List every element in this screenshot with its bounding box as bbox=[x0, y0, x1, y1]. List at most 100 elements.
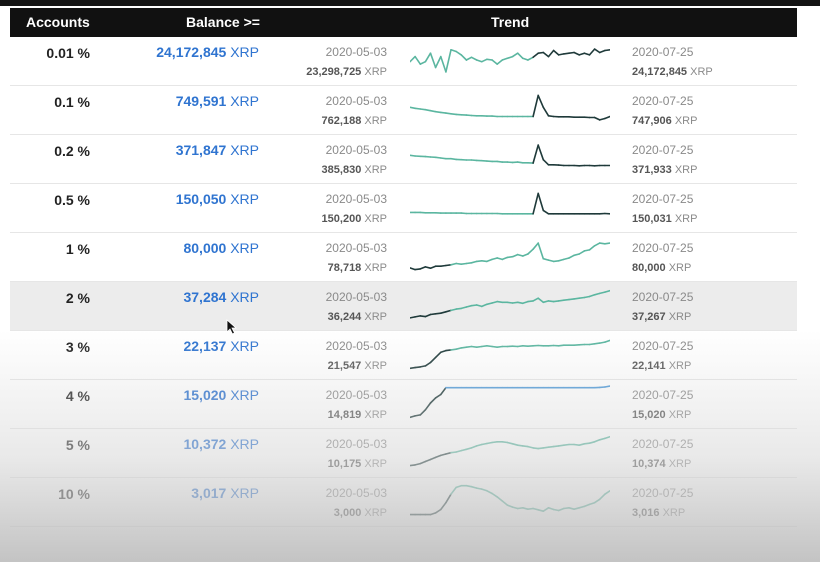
table-row[interactable]: 5 % 10,372 XRP 2020-05-03 10,175 XRP 202… bbox=[10, 429, 797, 478]
balance-unit: XRP bbox=[230, 436, 259, 452]
start-date: 2020-05-03 bbox=[325, 45, 387, 59]
trend-line-segment bbox=[568, 254, 575, 259]
balance-link[interactable]: 24,172,845 XRP bbox=[156, 44, 259, 60]
end-value-unit: XRP bbox=[674, 164, 698, 176]
balance-link[interactable]: 37,284 XRP bbox=[183, 289, 259, 305]
start-date: 2020-05-03 bbox=[325, 94, 387, 108]
trend-line-segment bbox=[434, 508, 442, 514]
table-row[interactable]: 0.01 % 24,172,845 XRP 2020-05-03 23,298,… bbox=[10, 37, 797, 86]
trend-line-segment bbox=[593, 48, 601, 54]
trend-line-segment bbox=[578, 443, 586, 446]
start-value-unit: XRP bbox=[364, 164, 387, 176]
trend-line-segment bbox=[547, 49, 555, 58]
start-value-number: 21,547 bbox=[327, 360, 362, 372]
trend-line-segment bbox=[486, 258, 493, 263]
trend-line-segment bbox=[419, 108, 427, 111]
trend-line-segment bbox=[439, 386, 447, 396]
trend-line-segment bbox=[537, 242, 545, 260]
trend-line-segment bbox=[429, 265, 437, 270]
trend-line-segment bbox=[434, 156, 442, 159]
trend-line-segment bbox=[465, 261, 473, 265]
balance-value: 3,017 bbox=[191, 485, 227, 501]
table-row[interactable]: 4 % 15,020 XRP 2020-05-03 14,819 XRP 202… bbox=[10, 380, 797, 429]
trend-line-segment bbox=[598, 49, 606, 54]
table-header: Accounts Balance >= Trend bbox=[10, 8, 797, 37]
balance-link[interactable]: 749,591 XRP bbox=[176, 93, 259, 109]
trend-line-segment bbox=[460, 54, 468, 61]
balance-unit: XRP bbox=[230, 338, 259, 354]
trend-line-segment bbox=[598, 242, 606, 245]
trend-line-segment bbox=[434, 110, 442, 114]
start-value-unit: XRP bbox=[364, 507, 387, 519]
trend-line-segment bbox=[481, 58, 488, 63]
trend-line-segment bbox=[434, 454, 442, 459]
trend-line-segment bbox=[532, 144, 539, 164]
end-value-unit: XRP bbox=[690, 66, 713, 78]
balance-link[interactable]: 3,017 XRP bbox=[191, 485, 259, 501]
start-value-number: 14,819 bbox=[327, 409, 362, 421]
trend-line-segment bbox=[522, 253, 529, 257]
trend-line-segment bbox=[583, 52, 591, 56]
balance-link[interactable]: 371,847 XRP bbox=[176, 142, 259, 158]
trend-line-segment bbox=[593, 116, 601, 121]
end-value-number: 22,141 bbox=[632, 360, 666, 372]
accounts-percent: 5 % bbox=[65, 437, 90, 453]
end-value: 15,020 XRP bbox=[632, 409, 691, 421]
trend-line-segment bbox=[429, 109, 437, 113]
balance-link[interactable]: 15,020 XRP bbox=[183, 387, 259, 403]
trend-line-segment bbox=[410, 154, 416, 157]
trend-line-segment bbox=[410, 267, 416, 271]
trend-line-segment bbox=[527, 300, 534, 303]
end-value-number: 15,020 bbox=[632, 409, 666, 421]
trend-line-segment bbox=[547, 300, 555, 303]
trend-line-segment bbox=[434, 55, 442, 69]
start-date: 2020-05-03 bbox=[325, 388, 387, 402]
trend-line-segment bbox=[506, 55, 514, 60]
balance-link[interactable]: 150,050 XRP bbox=[176, 191, 259, 207]
trend-line-segment bbox=[455, 50, 463, 56]
table-row[interactable]: 3 % 22,137 XRP 2020-05-03 21,547 XRP 202… bbox=[10, 331, 797, 380]
trend-sparkline bbox=[410, 289, 610, 319]
trend-line-segment bbox=[450, 49, 458, 53]
trend-line-segment bbox=[460, 306, 468, 310]
trend-line-segment bbox=[598, 291, 606, 295]
trend-line-segment bbox=[501, 256, 509, 261]
start-value-number: 78,718 bbox=[327, 262, 362, 274]
trend-line-segment bbox=[439, 157, 447, 160]
table-row[interactable]: 1 % 80,000 XRP 2020-05-03 78,718 XRP 202… bbox=[10, 233, 797, 282]
end-value-number: 37,267 bbox=[632, 311, 666, 323]
start-date: 2020-05-03 bbox=[325, 143, 387, 157]
table-row[interactable]: 0.5 % 150,050 XRP 2020-05-03 150,200 XRP… bbox=[10, 184, 797, 233]
trend-line-segment bbox=[557, 507, 565, 512]
end-value: 37,267 XRP bbox=[632, 311, 691, 323]
balance-link[interactable]: 80,000 XRP bbox=[183, 240, 259, 256]
table-row[interactable]: 0.2 % 371,847 XRP 2020-05-03 385,830 XRP… bbox=[10, 135, 797, 184]
table-row[interactable]: 0.1 % 749,591 XRP 2020-05-03 762,188 XRP… bbox=[10, 86, 797, 135]
start-value-number: 36,244 bbox=[327, 311, 362, 323]
header-accounts[interactable]: Accounts bbox=[26, 14, 90, 30]
trend-line-segment bbox=[445, 49, 452, 73]
trend-line-segment bbox=[604, 339, 610, 343]
trend-line-segment bbox=[604, 242, 610, 245]
trend-line-segment bbox=[511, 301, 519, 304]
header-balance[interactable]: Balance >= bbox=[186, 14, 260, 30]
balance-link[interactable]: 22,137 XRP bbox=[183, 338, 259, 354]
trend-line-segment bbox=[527, 56, 534, 61]
trend-line-segment bbox=[419, 315, 427, 318]
balance-link[interactable]: 10,372 XRP bbox=[183, 436, 259, 452]
table-row[interactable]: 10 % 3,017 XRP 2020-05-03 3,000 XRP 2020… bbox=[10, 478, 797, 527]
end-date: 2020-07-25 bbox=[632, 45, 694, 59]
trend-line-segment bbox=[598, 117, 606, 121]
trend-line-segment bbox=[537, 94, 545, 109]
trend-line-segment bbox=[522, 57, 529, 61]
start-value: 385,830 XRP bbox=[322, 164, 387, 176]
balance-value: 24,172,845 bbox=[156, 44, 227, 60]
end-value-number: 24,172,845 bbox=[632, 66, 688, 78]
trend-line-segment bbox=[491, 59, 498, 65]
table-row[interactable]: 2 % 37,284 XRP 2020-05-03 36,244 XRP 202… bbox=[10, 282, 797, 331]
end-value-number: 747,906 bbox=[632, 115, 672, 127]
trend-line-segment bbox=[506, 301, 514, 304]
start-value-unit: XRP bbox=[364, 262, 387, 274]
trend-line-segment bbox=[604, 115, 610, 120]
balance-value: 150,050 bbox=[175, 191, 227, 207]
